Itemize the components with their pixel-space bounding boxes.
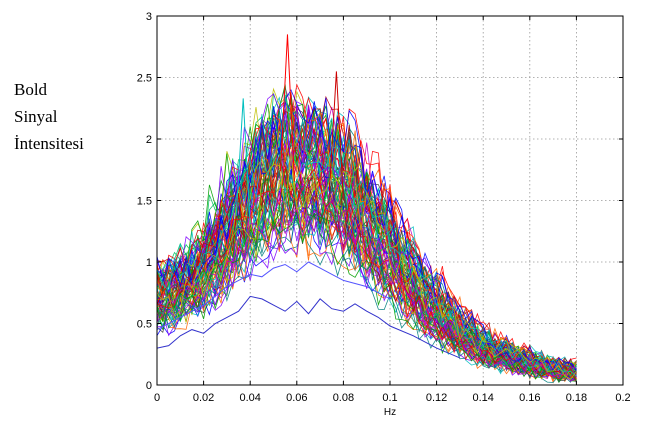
- x-tick-label: 0.1: [382, 392, 397, 404]
- low-signal-series-line: [157, 261, 391, 331]
- y-tick-label: 1.5: [137, 196, 152, 208]
- y-axis-title-line-2: Sinyal: [14, 107, 58, 126]
- x-tick-label: 0.14: [472, 392, 493, 404]
- x-tick-label: 0: [154, 392, 160, 404]
- y-axis-title-line-1: Bold: [14, 80, 48, 99]
- x-tick-label: 0.02: [193, 392, 214, 404]
- signal-series-line: [157, 166, 577, 380]
- low-signal-series-line: [157, 295, 461, 359]
- peak-spike-line: [328, 71, 344, 201]
- signal-series-line: [157, 107, 577, 378]
- x-tick-label: 0.16: [519, 392, 540, 404]
- axis-ticks: 0 0.02 0.04 0.06 0.08 0.1 0.12 0.14 0.16 0.18 0.2 0…: [137, 11, 631, 404]
- series-lines: [157, 34, 577, 384]
- signal-series-line: [157, 104, 577, 376]
- y-tick-label: 2: [146, 134, 152, 146]
- plot-area: [157, 34, 577, 384]
- signal-series-line: [157, 89, 577, 371]
- signal-series-line: [157, 178, 577, 382]
- signal-series-line: [157, 185, 577, 380]
- y-axis-title-line-3: İntensitesi: [14, 134, 84, 153]
- peak-spike-line: [279, 34, 295, 182]
- y-tick-label: 3: [146, 11, 152, 23]
- y-axis-title: Bold Sinyal İntensitesi: [14, 80, 84, 153]
- signal-series-line: [157, 192, 577, 377]
- peak-spike-line: [235, 98, 251, 225]
- x-axis-title: Hz: [384, 407, 396, 418]
- x-tick-label: 0.12: [426, 392, 447, 404]
- signal-series-line: [157, 155, 577, 382]
- y-tick-label: 0: [146, 380, 152, 392]
- y-tick-label: 0.5: [137, 319, 152, 331]
- signal-series-line: [157, 97, 577, 372]
- x-tick-label: 0.04: [239, 392, 260, 404]
- x-tick-label: 0.06: [286, 392, 307, 404]
- y-tick-label: 2.5: [137, 73, 152, 85]
- signal-series-line: [157, 119, 577, 376]
- signal-series-line: [157, 153, 577, 380]
- x-tick-label: 0.2: [615, 392, 630, 404]
- x-tick-label: 0.18: [566, 392, 587, 404]
- x-tick-label: 0.08: [333, 392, 354, 404]
- y-tick-label: 1: [146, 257, 152, 269]
